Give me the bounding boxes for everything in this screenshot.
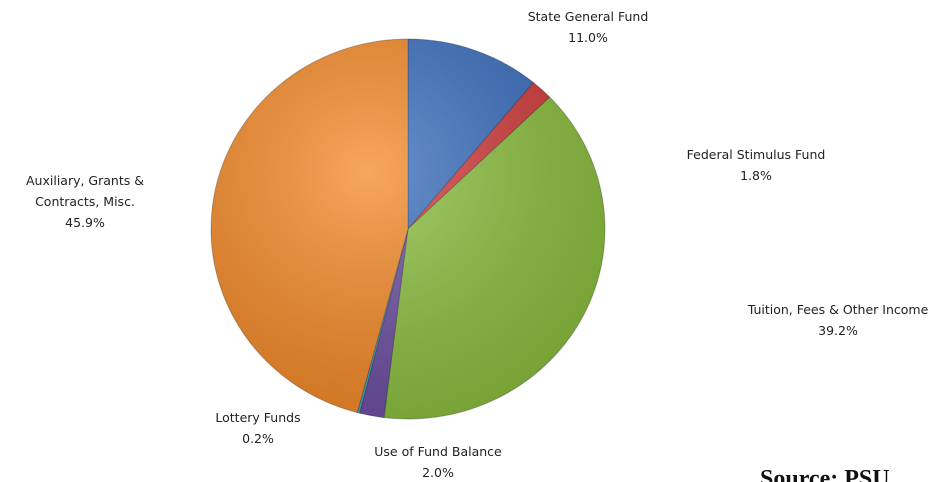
source-note: Source: PSU (760, 466, 890, 482)
category-label: State General Fund (527, 9, 649, 24)
value-label: 45.9% (65, 215, 105, 230)
value-label: 11.0% (568, 30, 608, 45)
category-label: Use of Fund Balance (374, 444, 502, 459)
value-label: 1.8% (740, 168, 772, 183)
category-label: Auxiliary, Grants & Contracts, Misc. (26, 173, 144, 209)
value-label: 39.2% (818, 323, 858, 338)
slice-label: State General Fund 11.0% (508, 6, 668, 48)
slice-label: Use of Fund Balance 2.0% (338, 441, 538, 482)
slice-label: Lottery Funds 0.2% (188, 407, 328, 449)
value-label: 2.0% (422, 465, 454, 480)
category-label: Tuition, Fees & Other Income (747, 302, 929, 317)
slice-label: Federal Stimulus Fund 1.8% (676, 144, 836, 186)
value-label: 0.2% (242, 431, 274, 446)
slice-label: Auxiliary, Grants & Contracts, Misc. 45.9… (10, 170, 160, 233)
category-label: Lottery Funds (215, 410, 301, 425)
category-label: Federal Stimulus Fund (686, 147, 826, 162)
slice-label: Tuition, Fees & Other Income 39.2% (718, 299, 948, 341)
